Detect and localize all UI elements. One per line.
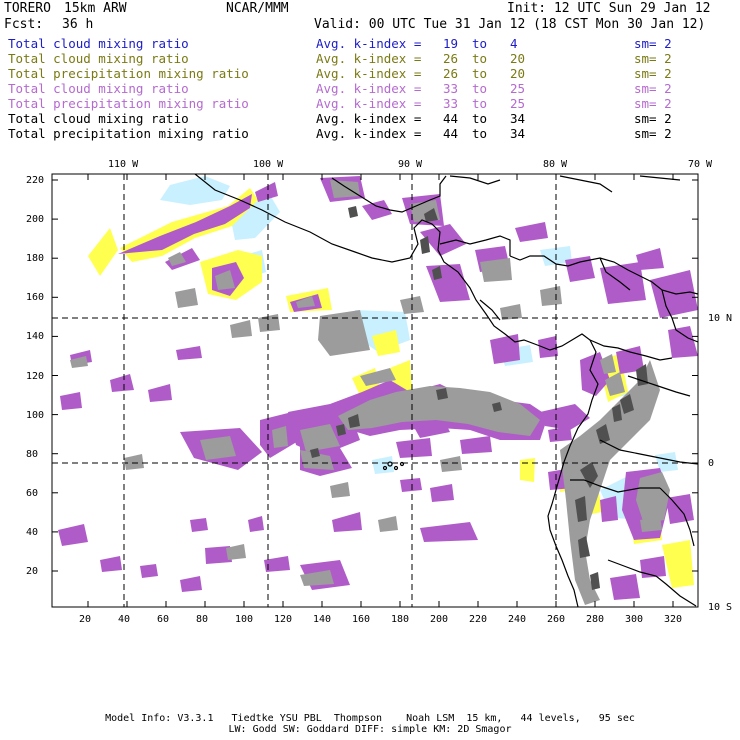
legend-field-4: Total precipitation mixing ratio: [8, 96, 249, 111]
lon-label-70w: 70 W: [688, 159, 713, 170]
axis-ticks: [52, 174, 698, 607]
legend-to-5: 34: [510, 111, 526, 126]
legend-from-5: 44: [443, 111, 459, 126]
legend-field-2: Total precipitation mixing ratio: [8, 66, 249, 81]
y-index-80: 80: [26, 448, 39, 460]
x-index-240: 240: [508, 614, 527, 625]
map-frame: [51, 173, 699, 608]
legend-kindex-0: Avg. k-index =: [316, 36, 422, 51]
lat-label-0: 0: [708, 458, 715, 469]
legend-sm-2: sm= 2: [634, 66, 672, 81]
model-info-line2: LW: Godd SW: Goddard DIFF: simple KM: 2D…: [228, 724, 512, 735]
x-index-120: 120: [274, 614, 293, 625]
x-index-80: 80: [196, 614, 209, 625]
legend-to-word-4: to: [472, 96, 488, 111]
x-index-300: 300: [625, 614, 644, 625]
legend-sm-4: sm= 2: [634, 96, 672, 111]
legend-sm-1: sm= 2: [634, 51, 672, 66]
legend-sm-5: sm= 2: [634, 111, 672, 126]
legend-to-2: 20: [510, 66, 526, 81]
y-index-60: 60: [26, 487, 39, 499]
y-index-140: 140: [26, 331, 45, 343]
legend-kindex-6: Avg. k-index =: [316, 126, 422, 141]
y-index-20: 20: [26, 566, 39, 577]
legend-kindex-5: Avg. k-index =: [316, 111, 422, 126]
legend-to-0: 4: [510, 36, 518, 51]
x-index-140: 140: [313, 614, 332, 625]
legend-from-1: 26: [443, 51, 459, 66]
lon-label-80w: 80 W: [543, 159, 568, 170]
x-index-320: 320: [664, 614, 683, 625]
legend-to-word-6: to: [472, 126, 488, 141]
y-index-220: 220: [26, 175, 45, 186]
y-index-120: 120: [26, 370, 45, 382]
legend-field-6: Total precipitation mixing ratio: [8, 126, 249, 141]
lat-label-10s: 10 S: [708, 602, 733, 613]
x-index-220: 220: [469, 614, 488, 625]
legend-field-3: Total cloud mixing ratio: [8, 81, 189, 96]
model-name: TORERO: [4, 1, 51, 16]
y-index-40: 40: [26, 526, 39, 538]
legend-to-word-5: to: [472, 111, 488, 126]
legend-sm-3: sm= 2: [634, 81, 672, 96]
x-index-260: 260: [547, 614, 566, 625]
x-index-180: 180: [391, 614, 410, 625]
x-index-200: 200: [430, 614, 449, 625]
lat-label-10n: 10 N: [708, 313, 733, 324]
legend-from-2: 26: [443, 66, 459, 81]
legend-field-0: Total cloud mixing ratio: [8, 36, 189, 51]
legend-sm-0: sm= 2: [634, 36, 672, 51]
lon-label-110w: 110 W: [108, 159, 139, 170]
model-org: NCAR/MMM: [226, 1, 289, 16]
legend-from-4: 33: [443, 96, 459, 111]
lon-label-100w: 100 W: [253, 159, 284, 170]
legend-to-4: 25: [510, 96, 526, 111]
dark-gray-field: [310, 206, 648, 590]
init-time: Init: 12 UTC Sun 29 Jan 12: [507, 1, 711, 16]
legend-to-word-2: to: [472, 66, 488, 81]
legend-sm-6: sm= 2: [634, 126, 672, 141]
forecast-hours: 36 h: [62, 17, 94, 32]
purple-field: [58, 176, 698, 600]
legend-field-5: Total cloud mixing ratio: [8, 111, 189, 126]
legend-kindex-2: Avg. k-index =: [316, 66, 422, 81]
legend-kindex-1: Avg. k-index =: [316, 51, 422, 66]
legend-kindex-3: Avg. k-index =: [316, 81, 422, 96]
legend-to-word-0: to: [472, 36, 488, 51]
legend-to-3: 25: [510, 81, 526, 96]
legend-to-word-1: to: [472, 51, 488, 66]
lat-lon-grid: [52, 174, 698, 607]
legend-to-1: 20: [510, 51, 526, 66]
x-index-160: 160: [352, 614, 371, 625]
y-index-160: 160: [26, 292, 45, 304]
legend-to-word-3: to: [472, 81, 488, 96]
model-resolution: 15km ARW: [64, 1, 127, 16]
x-index-280: 280: [586, 614, 605, 625]
legend-from-6: 44: [443, 126, 459, 141]
legend-field-1: Total cloud mixing ratio: [8, 51, 189, 66]
valid-time: Valid: 00 UTC Tue 31 Jan 12 (18 CST Mon …: [314, 17, 706, 32]
y-index-200: 200: [26, 214, 45, 226]
x-index-60: 60: [157, 614, 170, 625]
legend-kindex-4: Avg. k-index =: [316, 96, 422, 111]
model-info-line1: Model Info: V3.3.1 Tiedtke YSU PBL Thomp…: [105, 713, 635, 724]
legend-to-6: 34: [510, 126, 526, 141]
forecast-label: Fcst:: [4, 17, 44, 32]
legend-from-3: 33: [443, 81, 459, 96]
x-index-40: 40: [118, 614, 131, 625]
legend-from-0: 19: [443, 36, 459, 51]
x-index-100: 100: [235, 614, 254, 625]
y-index-100: 100: [26, 409, 45, 421]
lon-label-90w: 90 W: [398, 159, 423, 170]
x-index-20: 20: [79, 614, 92, 625]
y-index-180: 180: [26, 253, 45, 265]
